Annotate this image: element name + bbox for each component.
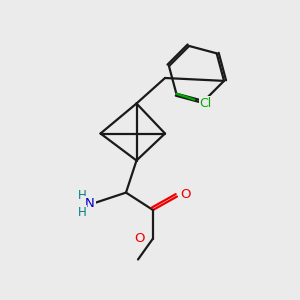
Text: O: O xyxy=(180,188,191,201)
Text: Cl: Cl xyxy=(199,97,212,110)
Text: H: H xyxy=(78,189,87,202)
Text: H: H xyxy=(78,206,87,219)
Text: O: O xyxy=(134,232,145,245)
Text: N: N xyxy=(85,197,95,210)
